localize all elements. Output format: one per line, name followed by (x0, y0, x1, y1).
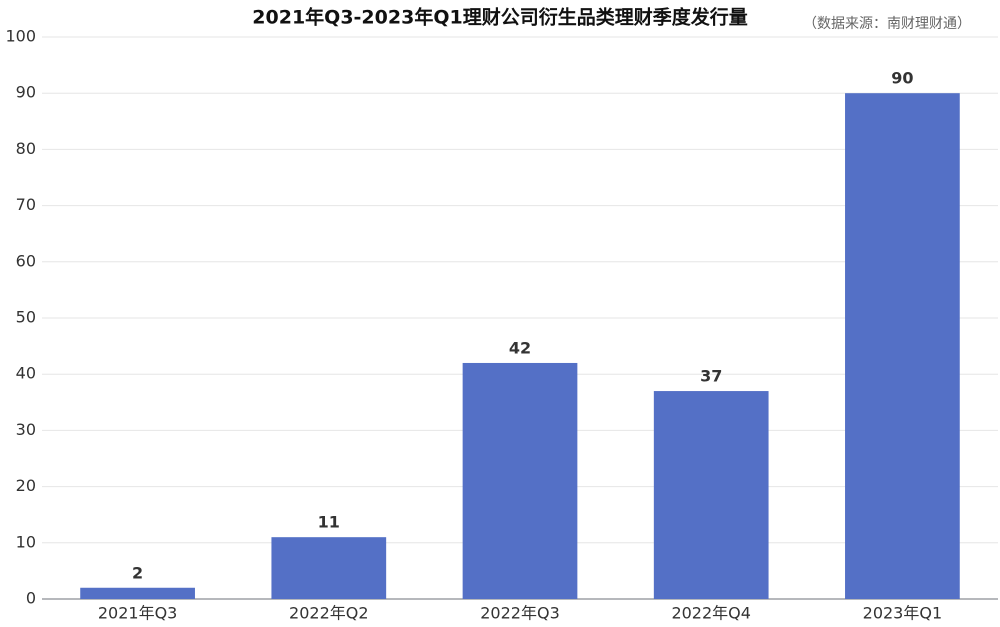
y-tick-label: 50 (16, 308, 36, 327)
x-tick-label: 2023年Q1 (863, 604, 943, 623)
y-tick-label: 40 (16, 364, 36, 383)
chart-subtitle: （数据来源：南财理财通） (803, 16, 971, 32)
bar (845, 93, 960, 599)
y-tick-label: 60 (16, 251, 36, 270)
chart-title: 2021年Q3-2023年Q1理财公司衍生品类理财季度发行量 (252, 6, 747, 29)
bar (653, 391, 769, 599)
bar (462, 362, 578, 599)
data-label: 2 (132, 563, 143, 582)
bar (80, 587, 195, 599)
data-label: 42 (509, 338, 531, 357)
x-tick-label: 2022年Q3 (480, 604, 560, 623)
y-tick-label: 0 (26, 589, 36, 608)
y-tick-label: 30 (16, 420, 36, 439)
y-tick-label: 80 (16, 139, 36, 158)
y-tick-label: 70 (16, 195, 36, 214)
y-tick-label: 90 (16, 83, 36, 102)
x-tick-label: 2022年Q2 (289, 604, 369, 623)
y-tick-label: 100 (5, 27, 36, 46)
data-label: 11 (318, 513, 340, 532)
y-tick-label: 20 (16, 476, 36, 495)
x-tick-label: 2021年Q3 (98, 604, 178, 623)
data-label: 90 (891, 69, 913, 88)
y-tick-label: 10 (16, 532, 36, 551)
data-label: 37 (700, 367, 722, 386)
x-tick-label: 2022年Q4 (671, 604, 751, 623)
bar (271, 537, 387, 599)
